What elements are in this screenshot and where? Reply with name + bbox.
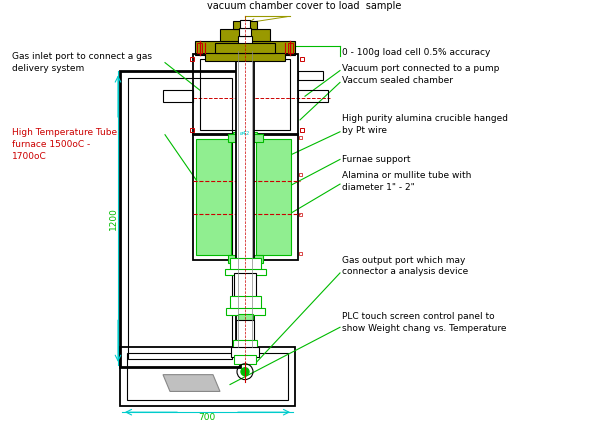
Bar	[240, 20, 250, 28]
Bar	[299, 213, 302, 216]
Bar	[120, 71, 240, 367]
Bar	[127, 353, 288, 400]
Text: Vaccum sealed chamber: Vaccum sealed chamber	[342, 76, 453, 85]
Bar	[234, 355, 256, 364]
Bar	[234, 273, 256, 298]
Bar	[215, 43, 275, 53]
Bar	[228, 134, 263, 141]
Bar	[300, 57, 304, 60]
Bar	[233, 340, 257, 349]
Bar	[239, 28, 251, 36]
Text: Furnae support: Furnae support	[342, 155, 410, 164]
Bar	[195, 41, 295, 55]
Bar	[193, 134, 298, 260]
Bar	[226, 308, 265, 315]
Bar	[299, 173, 302, 176]
Bar	[298, 90, 328, 102]
Bar	[233, 132, 257, 138]
Bar	[128, 78, 232, 359]
Text: vacuum chamber cover to load  sample: vacuum chamber cover to load sample	[207, 1, 401, 12]
Bar	[236, 320, 254, 342]
Bar	[256, 139, 291, 255]
Bar	[220, 29, 270, 41]
Bar	[236, 44, 254, 56]
Bar	[197, 43, 202, 53]
Bar	[120, 347, 295, 406]
Bar	[163, 90, 193, 102]
Bar	[233, 21, 257, 29]
Bar	[228, 255, 263, 263]
Text: Gas inlet port to connect a gas
delivery system: Gas inlet port to connect a gas delivery…	[12, 52, 152, 73]
Bar	[190, 128, 194, 132]
Text: Alamina or mullite tube with
diameter 1" - 2": Alamina or mullite tube with diameter 1"…	[342, 171, 472, 192]
Bar	[230, 258, 261, 270]
Bar	[298, 71, 323, 81]
Bar	[238, 314, 253, 322]
Bar	[236, 51, 254, 347]
Text: High purity alumina crucible hanged
by Pt wire: High purity alumina crucible hanged by P…	[342, 115, 508, 135]
Bar	[231, 347, 259, 357]
Text: 700: 700	[199, 413, 215, 422]
Text: Gas output port which may
connector a analysis device: Gas output port which may connector a an…	[342, 256, 468, 276]
Text: 1200: 1200	[109, 207, 118, 230]
Bar	[230, 296, 261, 310]
Text: Vacuum port connected to a pump: Vacuum port connected to a pump	[342, 64, 499, 73]
Bar	[300, 128, 304, 132]
Bar	[299, 252, 302, 255]
Polygon shape	[163, 374, 220, 391]
Bar	[238, 36, 252, 44]
Bar	[193, 54, 298, 135]
Bar	[200, 59, 290, 130]
Text: 0 - 100g load cell 0.5% accuracy: 0 - 100g load cell 0.5% accuracy	[342, 48, 490, 57]
Circle shape	[241, 368, 249, 376]
Bar	[299, 136, 302, 139]
Bar	[225, 269, 266, 275]
Text: High Temperature Tube
furnace 1500oC -
1700oC: High Temperature Tube furnace 1500oC - 1…	[12, 128, 117, 161]
Text: PLC touch screen control panel to
show Weight chang vs. Temperature: PLC touch screen control panel to show W…	[342, 312, 506, 333]
Bar	[205, 53, 285, 60]
Bar	[288, 43, 293, 53]
Text: ø42: ø42	[240, 131, 250, 136]
Bar	[190, 57, 194, 60]
Bar	[196, 139, 231, 255]
